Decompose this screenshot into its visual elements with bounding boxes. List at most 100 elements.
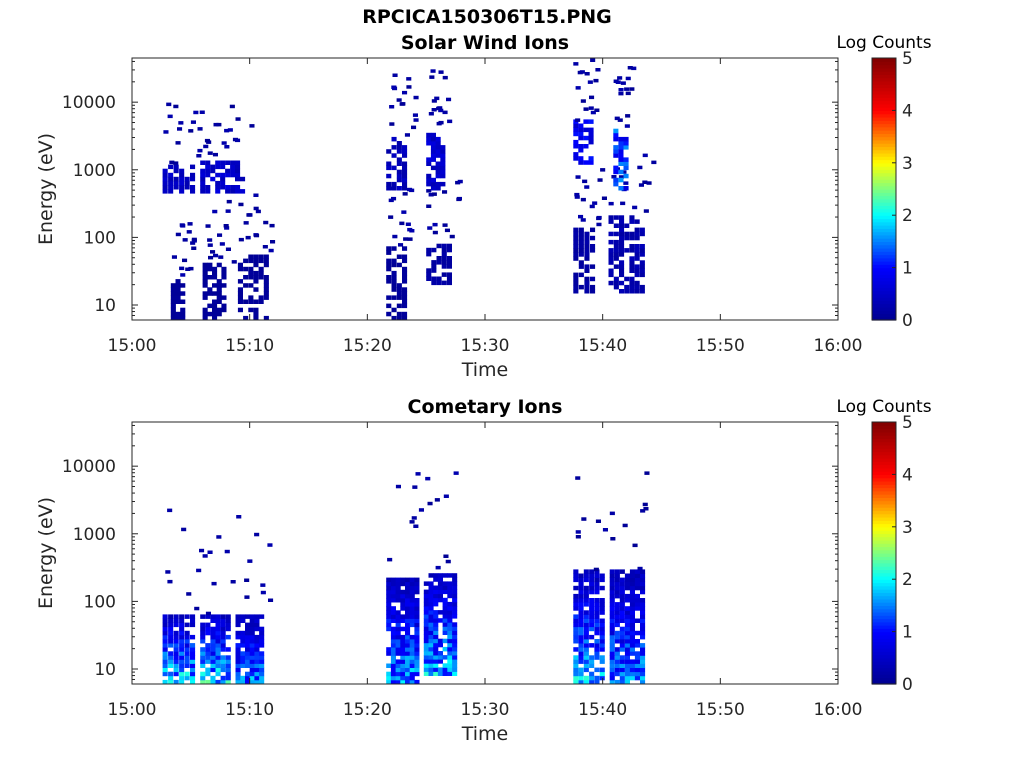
heatmap-cell	[205, 185, 211, 190]
heatmap-cell	[177, 127, 183, 131]
heatmap-cell	[619, 647, 625, 652]
colorbar-segment	[872, 175, 896, 180]
colorbar-segment	[872, 192, 896, 197]
heatmap-cell	[437, 638, 443, 644]
heatmap-cell	[423, 610, 429, 615]
heatmap-cell	[578, 675, 584, 681]
heatmap-cell	[210, 643, 216, 648]
heatmap-cell	[391, 145, 397, 150]
heatmap-cell	[629, 215, 635, 220]
heatmap-cell	[619, 260, 625, 265]
heatmap-cell	[207, 311, 213, 317]
heatmap-cell	[446, 97, 452, 102]
heatmap-cell	[423, 618, 429, 623]
heatmap-cell	[210, 250, 216, 254]
heatmap-cell	[386, 622, 392, 628]
heatmap-cell	[629, 647, 635, 652]
heatmap-cell	[168, 639, 174, 644]
heatmap-cell	[216, 283, 222, 288]
heatmap-cell	[614, 655, 620, 660]
heatmap-cell	[426, 276, 432, 281]
heatmap-cell	[441, 247, 447, 253]
heatmap-cell	[414, 622, 420, 628]
heatmap-cell	[447, 585, 453, 590]
heatmap-cell	[447, 655, 453, 660]
heatmap-cell	[599, 573, 605, 578]
heatmap-cell	[243, 275, 249, 280]
heatmap-cell	[245, 647, 251, 652]
colorbar-segment	[872, 608, 896, 613]
heatmap-cell	[162, 659, 168, 664]
heatmap-cell	[230, 172, 236, 178]
heatmap-cell	[414, 602, 420, 607]
heatmap-cell	[437, 655, 443, 660]
heatmap-cell	[434, 498, 440, 502]
heatmap-cell	[573, 252, 579, 257]
heatmap-cell	[215, 651, 221, 656]
heatmap-cell	[452, 667, 458, 672]
colorbar-segment	[872, 618, 896, 623]
heatmap-cell	[210, 634, 216, 640]
heatmap-cell	[390, 614, 396, 619]
heatmap-cell	[210, 164, 216, 170]
heatmap-cell	[395, 622, 401, 628]
heatmap-cell	[589, 659, 595, 664]
heatmap-cell	[434, 96, 440, 101]
heatmap-cell	[583, 569, 589, 574]
heatmap-cell	[640, 630, 646, 636]
heatmap-cell	[614, 651, 620, 656]
colorbar-segment	[872, 257, 896, 262]
colorbar-segment	[872, 123, 896, 128]
heatmap-cell	[235, 172, 241, 178]
heatmap-cell	[253, 307, 259, 313]
heatmap-cell	[240, 655, 246, 660]
heatmap-cell	[430, 186, 436, 191]
colorbar-segment	[872, 244, 896, 249]
heatmap-cell	[240, 630, 246, 636]
heatmap-cell	[173, 164, 179, 170]
heatmap-cell	[624, 585, 630, 591]
heatmap-cell	[220, 185, 226, 190]
heatmap-cell	[401, 210, 407, 214]
panel-title: Cometary Ions	[408, 396, 563, 418]
heatmap-cell	[433, 601, 439, 607]
heatmap-cell	[613, 132, 619, 138]
heatmap-cell	[614, 585, 620, 591]
heatmap-cell	[386, 577, 392, 583]
heatmap-cell	[619, 252, 625, 257]
heatmap-cell	[386, 149, 392, 154]
heatmap-cell	[386, 275, 392, 280]
colorbar-segment	[872, 254, 896, 259]
heatmap-cell	[640, 663, 646, 668]
heatmap-cell	[599, 622, 605, 628]
heatmap-cell	[235, 622, 241, 628]
heatmap-cell	[452, 638, 458, 644]
colorbar-segment	[872, 290, 896, 295]
heatmap-cell	[624, 223, 630, 228]
heatmap-cell	[446, 247, 452, 253]
heatmap-cell	[258, 254, 264, 259]
heatmap-cell	[409, 229, 415, 233]
heatmap-cell	[634, 675, 640, 681]
heatmap-cell	[437, 597, 443, 603]
heatmap-cell	[390, 593, 396, 599]
heatmap-cell	[614, 622, 620, 628]
heatmap-cell	[440, 165, 446, 171]
heatmap-cell	[225, 622, 231, 628]
heatmap-cell	[431, 276, 437, 281]
heatmap-cell	[194, 606, 200, 611]
heatmap-cell	[642, 180, 648, 184]
heatmap-cell	[202, 315, 208, 321]
heatmap-cell	[614, 663, 620, 668]
heatmap-cell	[578, 252, 584, 257]
heatmap-cell	[170, 283, 176, 288]
heatmap-cell	[240, 618, 246, 623]
heatmap-cell	[400, 602, 406, 607]
heatmap-cell	[395, 647, 401, 652]
heatmap-cell	[210, 663, 216, 668]
heatmap-cell	[640, 589, 646, 595]
heatmap-cell	[179, 659, 185, 664]
heatmap-cell	[629, 260, 635, 265]
heatmap-cell	[414, 679, 420, 685]
colorbar-segment	[872, 487, 896, 492]
